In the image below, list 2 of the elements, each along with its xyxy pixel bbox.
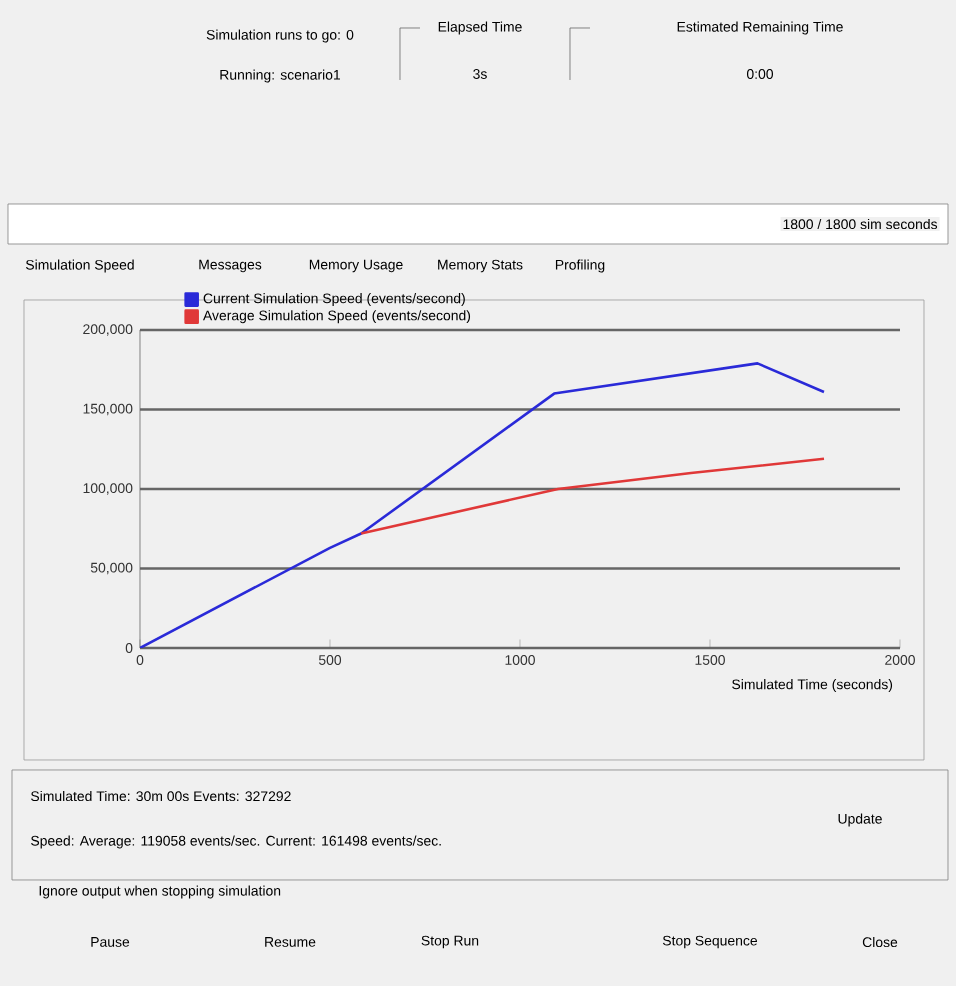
line-series xyxy=(140,362,826,648)
line-series xyxy=(359,457,826,535)
